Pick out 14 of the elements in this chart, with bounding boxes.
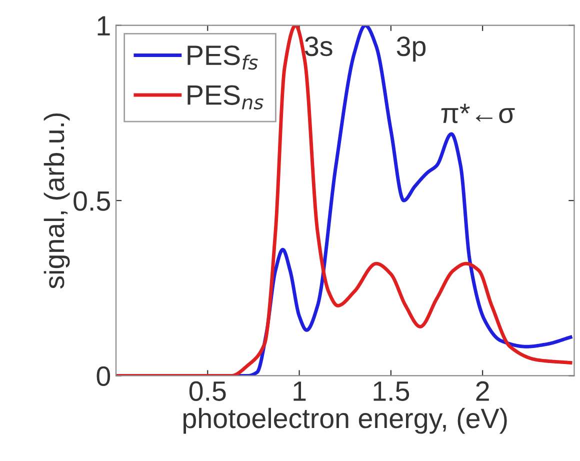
y-axis-title: signal, (arb.u.)	[44, 113, 70, 289]
annotation: 3p	[396, 36, 426, 62]
x-tick-label: 0.5	[189, 381, 226, 401]
x-tick-label: 2	[476, 381, 489, 401]
x-tick-label: 1	[294, 382, 306, 401]
annotation: 3s	[305, 36, 332, 56]
x-tick-label: 1.5	[374, 382, 410, 401]
legend-label: PES$_{fs}$	[188, 45, 258, 70]
annotation: π*←σ	[441, 104, 515, 124]
y-tick-label: 0	[96, 366, 110, 386]
y-tick-label: 0.5	[74, 191, 110, 211]
legend-label: PES$_{ns}$	[188, 85, 264, 110]
y-tick-label: 1	[98, 16, 110, 36]
x-axis-title: photoelectron energy, (eV)	[183, 408, 507, 434]
